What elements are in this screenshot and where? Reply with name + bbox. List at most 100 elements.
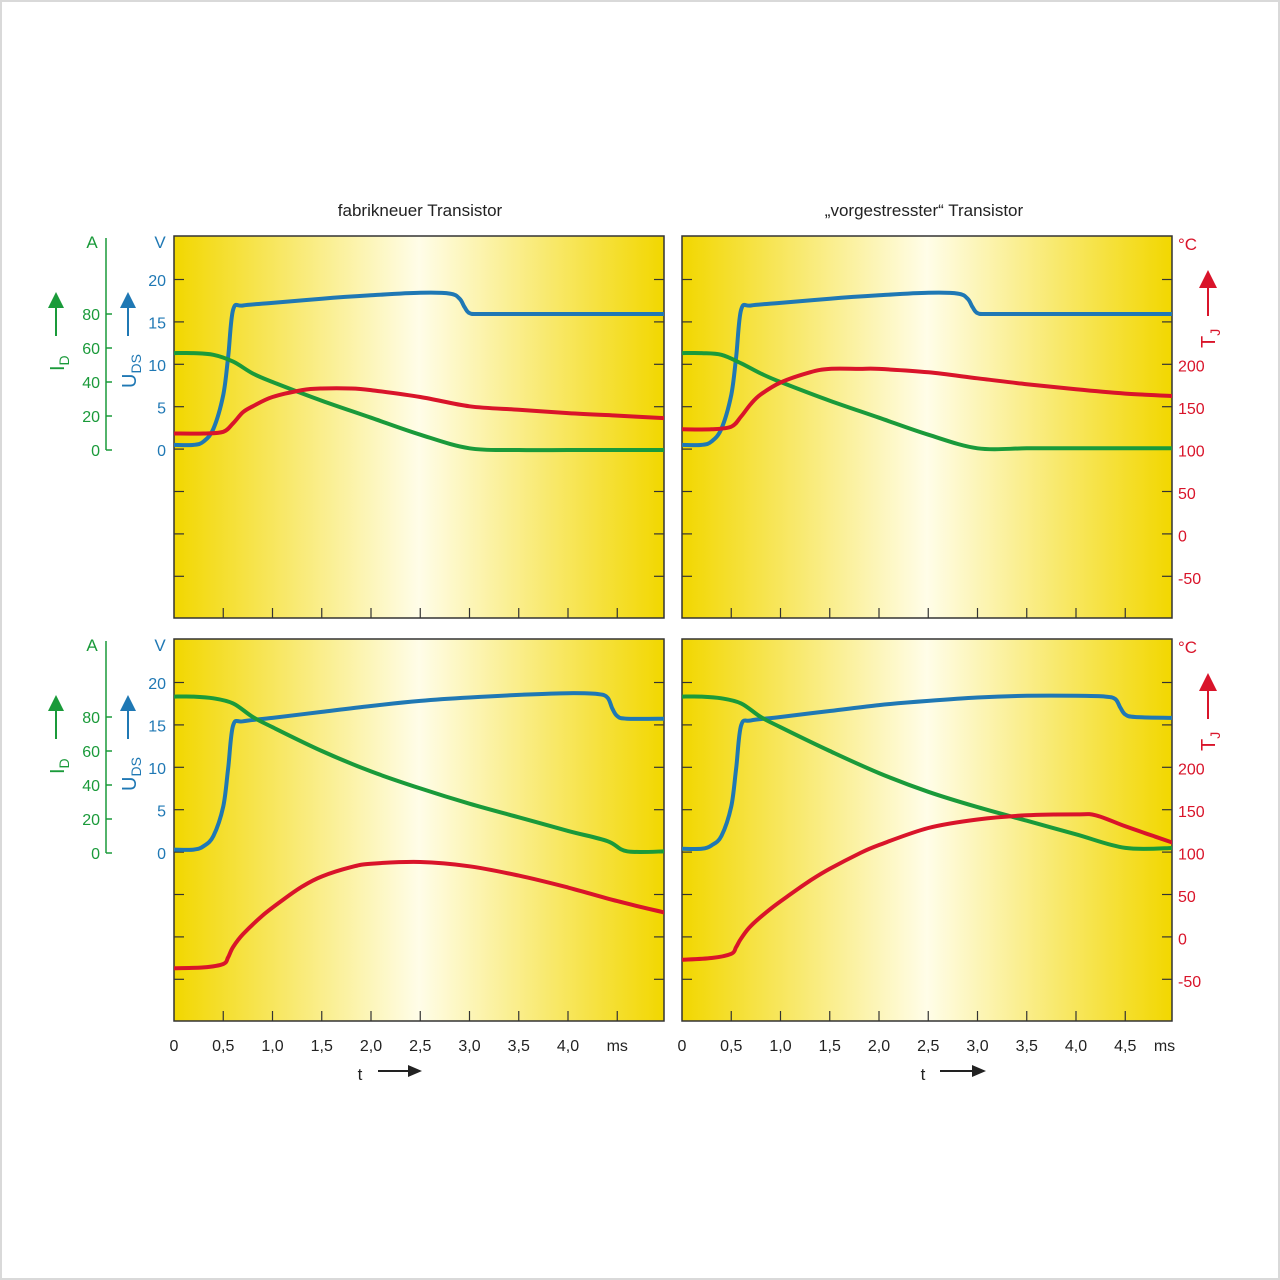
voltage-curve-top-right [682, 290, 1172, 448]
x-tick-label-right: 2,0 [868, 1038, 890, 1055]
x-tick-label-right: 0 [678, 1038, 687, 1055]
current-unit-label: A [86, 636, 98, 655]
left-axes-row-1: A 0 20 40 60 80 ID V 0 5 10 15 20 UDS [47, 636, 166, 863]
x-tick-label-left: 2,5 [409, 1038, 431, 1055]
current-axis-title: ID [47, 355, 72, 371]
voltage-tick-label: 15 [148, 316, 166, 333]
x-tick-label-left: 1,5 [311, 1038, 333, 1055]
x-tick-label-left: 3,0 [458, 1038, 480, 1055]
x-axis: 0 0,5 1,0 1,5 2,0 2,5 3,0 3,5 4,0 ms 0 0,5 1,0 1,5 2,0… [170, 1038, 1176, 1084]
x-tick-label-right: 1,5 [819, 1038, 841, 1055]
current-tick-label: 40 [82, 778, 100, 795]
panel-bottom-left [173, 638, 665, 1022]
voltage-axis-title: UDS [119, 354, 144, 388]
right-axis-row-1: °C -50 0 50 100 150 200 TJ [1178, 638, 1223, 991]
panel-background [173, 235, 665, 619]
voltage-axis-title: UDS [119, 757, 144, 791]
x-tick-label-right: 3,0 [966, 1038, 988, 1055]
temperature-tick-label: -50 [1178, 571, 1201, 588]
voltage-arrow-head [120, 695, 136, 711]
x-tick-label-right: 3,5 [1016, 1038, 1038, 1055]
current-arrow-head [48, 695, 64, 711]
current-tick-label: 0 [91, 443, 100, 460]
time-axis-title: t [358, 1065, 363, 1084]
time-axis-title: t [921, 1065, 926, 1084]
voltage-tick-label: 0 [157, 443, 166, 460]
current-curve-bottom-right [682, 694, 1172, 851]
temperature-tick-label: 100 [1178, 847, 1205, 864]
temperature-unit-label: °C [1178, 235, 1197, 254]
temperature-arrow-head [1199, 673, 1217, 691]
current-tick-label: 80 [82, 710, 100, 727]
panel-background [173, 638, 665, 1022]
temperature-tick-label: -50 [1178, 974, 1201, 991]
voltage-curve-bottom-right [682, 693, 1172, 852]
panel-bottom-right [681, 638, 1173, 1022]
x-tick-label-left: 0,5 [212, 1038, 234, 1055]
temperature-tick-label: 150 [1178, 401, 1205, 418]
voltage-tick-label: 20 [148, 676, 166, 693]
temperature-curve-bottom-right [682, 812, 1172, 962]
temperature-tick-label: 200 [1178, 762, 1205, 779]
left-column-title: fabrikneuer Transistor [338, 201, 503, 220]
temperature-tick-label: 50 [1178, 486, 1196, 503]
temperature-axis-title: TJ [1198, 329, 1223, 348]
right-column-title: „vorgestresster“ Transistor [825, 201, 1024, 220]
temperature-tick-label: 200 [1178, 359, 1205, 376]
x-tick-label-left: 3,5 [508, 1038, 530, 1055]
current-curve-top-left [174, 350, 664, 453]
x-tick-label-left: 0 [170, 1038, 179, 1055]
temperature-axis-title: TJ [1198, 732, 1223, 751]
x-tick-label-left: 2,0 [360, 1038, 382, 1055]
current-curve-top-right [682, 350, 1172, 452]
current-tick-label: 80 [82, 307, 100, 324]
current-unit-label: A [86, 233, 98, 252]
temperature-unit-label: °C [1178, 638, 1197, 657]
current-tick-label: 40 [82, 375, 100, 392]
panel-top-right [681, 235, 1173, 619]
panel-background [681, 235, 1173, 619]
x-tick-label-left: 4,0 [557, 1038, 579, 1055]
temperature-curve-top-left [174, 386, 664, 436]
voltage-tick-label: 20 [148, 273, 166, 290]
temperature-tick-label: 0 [1178, 529, 1187, 546]
temperature-tick-label: 150 [1178, 804, 1205, 821]
current-tick-label: 60 [82, 744, 100, 761]
current-axis-title: ID [47, 758, 72, 774]
panel-top-left [173, 235, 665, 619]
temperature-curve-bottom-left [174, 859, 664, 971]
voltage-tick-label: 10 [148, 358, 166, 375]
voltage-unit-label: V [154, 233, 166, 252]
voltage-curve-bottom-left [174, 691, 664, 852]
voltage-arrow-head [120, 292, 136, 308]
temperature-arrow-head [1199, 270, 1217, 288]
voltage-tick-label: 5 [157, 401, 166, 418]
temperature-tick-label: 50 [1178, 889, 1196, 906]
x-tick-label-right: 0,5 [720, 1038, 742, 1055]
x-tick-label-right: 2,5 [917, 1038, 939, 1055]
x-tick-label-left: 1,0 [261, 1038, 283, 1055]
current-tick-label: 0 [91, 846, 100, 863]
voltage-tick-label: 5 [157, 804, 166, 821]
time-arrow-head [408, 1065, 422, 1077]
current-tick-label: 60 [82, 341, 100, 358]
voltage-tick-label: 0 [157, 846, 166, 863]
current-tick-label: 20 [82, 409, 100, 426]
temperature-curve-top-right [682, 366, 1172, 432]
current-arrow-head [48, 292, 64, 308]
voltage-curve-top-left [174, 290, 664, 448]
current-tick-label: 20 [82, 812, 100, 829]
current-curve-bottom-left [174, 694, 664, 855]
voltage-unit-label: V [154, 636, 166, 655]
temperature-tick-label: 0 [1178, 932, 1187, 949]
voltage-tick-label: 15 [148, 719, 166, 736]
x-unit-right: ms [1154, 1038, 1175, 1055]
left-axes-row-0: A 0 20 40 60 80 ID V 0 5 10 15 20 UDS [47, 233, 166, 460]
x-tick-label-right: 1,0 [769, 1038, 791, 1055]
time-arrow-head [972, 1065, 986, 1077]
x-tick-label-right: 4,0 [1065, 1038, 1087, 1055]
right-axis-row-0: °C -50 0 50 100 150 200 TJ [1178, 235, 1223, 588]
x-unit-left: ms [607, 1038, 628, 1055]
